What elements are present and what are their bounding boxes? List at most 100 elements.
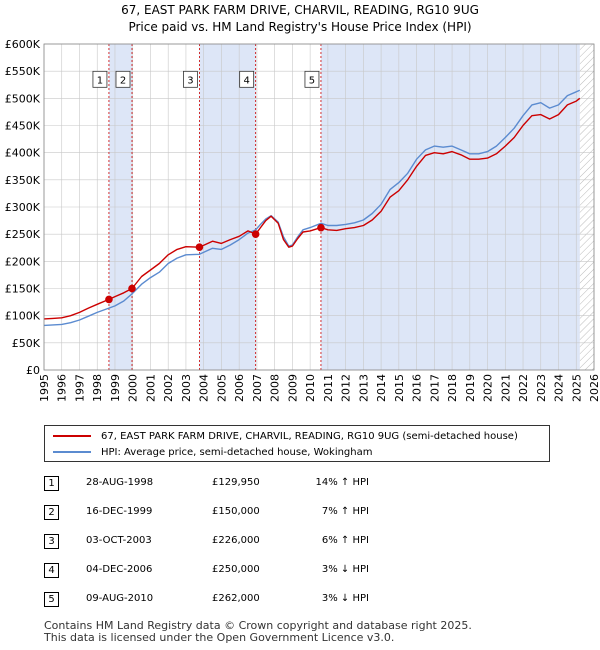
x-tick-label: 1996 — [56, 374, 69, 402]
sale-number-label: 4 — [243, 75, 249, 86]
sale-number-label: 1 — [97, 75, 103, 86]
legend-label-price: 67, EAST PARK FARM DRIVE, CHARVIL, READI… — [101, 430, 518, 442]
y-tick-label: £50K — [12, 337, 41, 350]
transaction-date: 16-DEC-1999 — [86, 506, 153, 517]
y-tick-label: £300K — [5, 201, 41, 214]
x-tick-label: 2021 — [499, 374, 512, 402]
y-tick-label: £200K — [5, 255, 41, 268]
chart-title-address: 67, EAST PARK FARM DRIVE, CHARVIL, READI… — [121, 3, 479, 17]
x-tick-label: 2001 — [144, 374, 157, 402]
x-tick-label: 2008 — [269, 374, 282, 402]
sale-point — [105, 295, 113, 304]
y-tick-label: £350K — [5, 174, 41, 187]
transaction-price: £150,000 — [212, 506, 260, 517]
x-tick-label: 2011 — [322, 374, 335, 402]
y-tick-label: £150K — [5, 283, 41, 296]
transaction-number: 3 — [44, 534, 59, 549]
transaction-date: 09-AUG-2010 — [86, 593, 154, 604]
x-tick-label: 1997 — [73, 374, 86, 402]
x-tick-label: 2005 — [215, 374, 228, 402]
x-tick-label: 2007 — [251, 374, 264, 402]
chart-legend: 67, EAST PARK FARM DRIVE, CHARVIL, READI… — [44, 425, 550, 462]
sale-number-box — [92, 70, 108, 88]
transaction-hpi-diff: 7% ↑ HPI — [321, 506, 369, 517]
footer-copyright: Contains HM Land Registry data © Crown c… — [44, 619, 472, 632]
y-tick-label: £450K — [5, 120, 41, 133]
x-tick-label: 2006 — [233, 374, 246, 402]
y-tick-label: £600K — [5, 38, 41, 51]
x-tick-label: 2000 — [127, 374, 140, 402]
y-tick-label: £500K — [5, 92, 41, 105]
transaction-hpi-diff: 3% ↓ HPI — [321, 564, 369, 575]
y-tick-label: £100K — [5, 310, 41, 323]
price-series-line — [43, 97, 581, 320]
sale-point — [251, 230, 260, 238]
table-row: 5 09-AUG-2010 £262,000 3% ↓ HPI — [44, 588, 384, 617]
legend-swatch-price — [53, 435, 91, 437]
sale-point — [195, 243, 204, 252]
chart-subtitle: Price paid vs. HM Land Registry's House … — [128, 20, 472, 34]
transaction-hpi-diff: 14% ↑ HPI — [315, 477, 369, 488]
x-tick-label: 2004 — [198, 374, 211, 402]
sale-number-box — [183, 70, 198, 88]
y-tick-label: £400K — [5, 147, 41, 160]
x-tick-label: 2009 — [286, 374, 299, 402]
x-tick-label: 2023 — [535, 374, 548, 402]
sale-number-label: 3 — [187, 75, 193, 86]
table-row: 2 16-DEC-1999 £150,000 7% ↑ HPI — [44, 501, 384, 530]
transaction-number: 4 — [44, 563, 59, 578]
sale-number-box — [304, 70, 320, 88]
y-tick-label: £250K — [5, 228, 41, 241]
footer-licence: This data is licensed under the Open Gov… — [44, 631, 395, 644]
transaction-number: 5 — [44, 592, 59, 607]
y-tick-label: £0 — [26, 364, 40, 377]
legend-label-hpi: HPI: Average price, semi-detached house,… — [101, 446, 373, 458]
x-tick-label: 2002 — [162, 374, 175, 402]
x-tick-label: 2014 — [375, 374, 388, 402]
sale-number-box — [239, 70, 255, 88]
table-row: 1 28-AUG-1998 £129,950 14% ↑ HPI — [44, 472, 384, 501]
x-tick-label: 2020 — [482, 374, 495, 402]
transaction-price: £250,000 — [212, 564, 260, 575]
sale-point — [317, 223, 325, 232]
legend-item-hpi: HPI: Average price, semi-detached house,… — [53, 444, 372, 460]
transaction-price: £226,000 — [212, 535, 260, 546]
x-tick-label: 1999 — [109, 374, 122, 402]
x-tick-label: 1998 — [91, 374, 104, 402]
transactions-table: 1 28-AUG-1998 £129,950 14% ↑ HPI 2 16-DE… — [44, 472, 384, 617]
sale-point — [128, 284, 136, 293]
legend-item-price: 67, EAST PARK FARM DRIVE, CHARVIL, READI… — [53, 428, 518, 444]
transaction-price: £129,950 — [212, 477, 260, 488]
x-tick-label: 2015 — [393, 374, 406, 402]
transaction-date: 04-DEC-2006 — [86, 564, 153, 575]
sale-number-label: 5 — [309, 75, 315, 86]
transaction-date: 28-AUG-1998 — [86, 477, 154, 488]
x-tick-label: 2003 — [180, 374, 193, 402]
x-tick-label: 2022 — [517, 374, 530, 402]
plot-border — [43, 43, 595, 371]
table-row: 4 04-DEC-2006 £250,000 3% ↓ HPI — [44, 559, 384, 588]
transaction-number: 2 — [44, 505, 59, 520]
transaction-hpi-diff: 3% ↓ HPI — [321, 593, 369, 604]
x-tick-label: 2016 — [411, 374, 424, 402]
sale-number-box — [115, 70, 131, 88]
x-tick-label: 2018 — [446, 374, 459, 402]
sale-number-label: 2 — [120, 75, 126, 86]
x-tick-label: 2019 — [464, 374, 477, 402]
x-tick-label: 1995 — [38, 374, 51, 402]
x-tick-label: 2010 — [304, 374, 317, 402]
x-tick-label: 2017 — [428, 374, 441, 402]
x-tick-label: 2013 — [357, 374, 370, 402]
transaction-number: 1 — [44, 476, 59, 491]
transaction-date: 03-OCT-2003 — [86, 535, 152, 546]
x-tick-label: 2026 — [588, 374, 600, 402]
x-tick-label: 2012 — [340, 374, 353, 402]
transaction-hpi-diff: 6% ↑ HPI — [321, 535, 369, 546]
x-tick-label: 2024 — [553, 374, 566, 402]
transaction-price: £262,000 — [212, 593, 260, 604]
footer-attribution: Contains HM Land Registry data © Crown c… — [44, 620, 472, 644]
x-tick-label: 2025 — [570, 374, 583, 402]
y-tick-label: £550K — [5, 65, 41, 78]
price-chart: £0 £50K £100K £150K £200K £250K £300K £350K £400… — [5, 38, 600, 402]
legend-swatch-hpi — [53, 451, 91, 453]
